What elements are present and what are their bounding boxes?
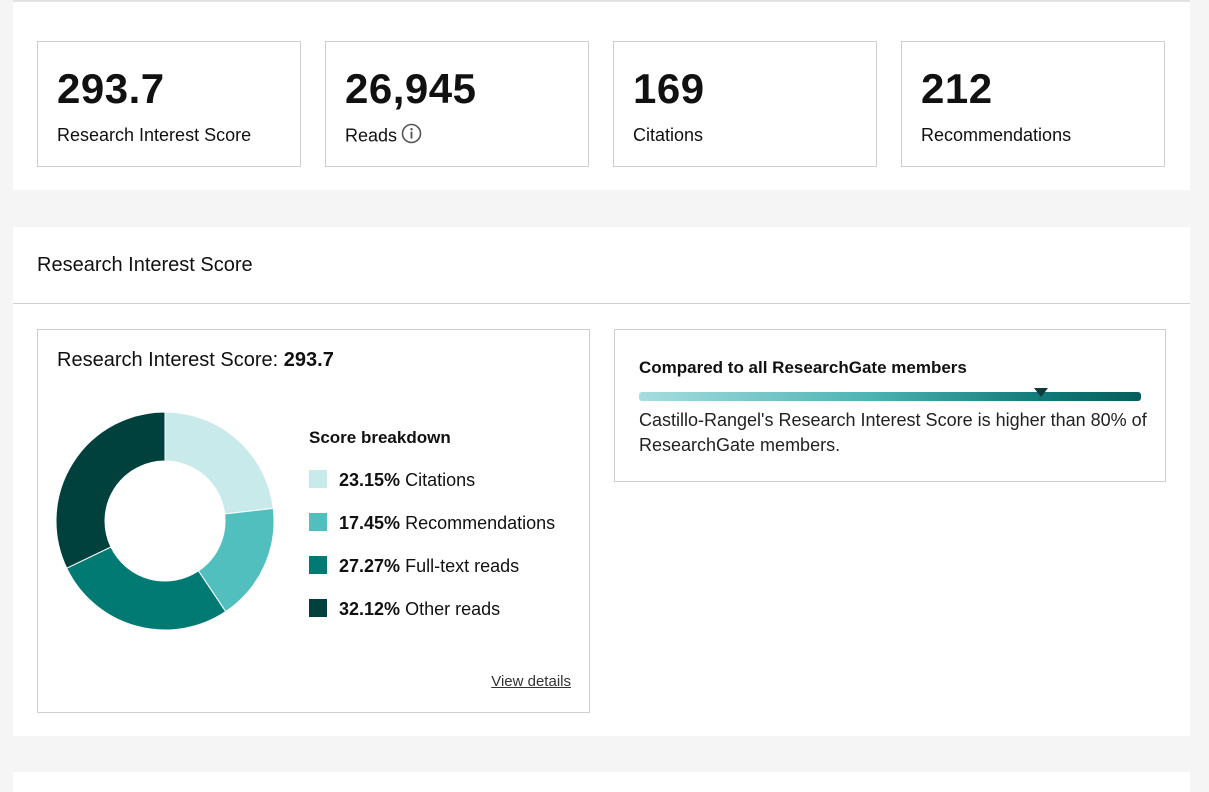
legend-label: Recommendations bbox=[405, 513, 556, 533]
legend-swatch bbox=[309, 599, 327, 617]
stat-card-research-interest: 293.7 Research Interest Score bbox=[37, 41, 301, 167]
donut-chart bbox=[56, 412, 274, 630]
divider bbox=[13, 303, 1190, 304]
legend-label: Citations bbox=[405, 470, 476, 490]
stat-label: Citations bbox=[633, 125, 704, 145]
stat-value: 169 bbox=[633, 65, 705, 112]
legend-label: Full-text reads bbox=[405, 556, 520, 576]
stat-card-recommendations: 212 Recommendations bbox=[901, 41, 1165, 167]
section-title: Research Interest Score bbox=[37, 254, 253, 276]
stat-label: Reads bbox=[345, 125, 398, 146]
percentile-bar bbox=[639, 388, 1141, 401]
legend-text: 17.45% Recommendations bbox=[339, 513, 555, 533]
breakdown-heading: Research Interest Score: 293.7 bbox=[57, 350, 334, 370]
legend-text: 32.12% Other reads bbox=[339, 599, 500, 619]
legend-swatch bbox=[309, 556, 327, 574]
stat-label-wrap: Reads bbox=[345, 123, 422, 147]
stat-value: 26,945 bbox=[345, 65, 477, 112]
legend-text: 23.15% Citations bbox=[339, 470, 475, 490]
legend-text: 27.27% Full-text reads bbox=[339, 556, 519, 576]
stats-panel: 293.7 Research Interest Score 26,945 Rea… bbox=[13, 0, 1190, 190]
breakdown-value: 293.7 bbox=[283, 349, 334, 371]
stat-label: Recommendations bbox=[921, 125, 1072, 145]
info-circle-icon[interactable] bbox=[401, 123, 422, 147]
legend-percent: 17.45% bbox=[339, 513, 401, 533]
donut-slice-full-text-reads bbox=[66, 546, 227, 630]
legend-percent: 23.15% bbox=[339, 470, 401, 490]
next-panel bbox=[13, 772, 1190, 792]
stat-value: 293.7 bbox=[57, 65, 165, 112]
donut-slice-other-reads bbox=[56, 412, 166, 569]
legend-label: Other reads bbox=[405, 599, 501, 619]
stat-label: Research Interest Score bbox=[57, 125, 252, 145]
legend-percent: 32.12% bbox=[339, 599, 401, 619]
comparison-text: Castillo-Rangel's Research Interest Scor… bbox=[639, 410, 1147, 455]
percentile-marker-icon bbox=[1033, 388, 1048, 397]
stat-card-reads: 26,945 Reads bbox=[325, 41, 589, 167]
donut-slice-citations bbox=[164, 412, 274, 515]
stat-card-citations: 169 Citations bbox=[613, 41, 877, 167]
comparison-card: Compared to all ResearchGate members Cas… bbox=[614, 329, 1166, 482]
legend-swatch bbox=[309, 513, 327, 531]
view-details-link[interactable]: View details bbox=[491, 673, 571, 690]
score-breakdown-card: Research Interest Score: 293.7 Score bre… bbox=[37, 329, 590, 713]
legend-percent: 27.27% bbox=[339, 556, 401, 576]
research-interest-panel: Research Interest Score Research Interes… bbox=[13, 227, 1190, 736]
breakdown-label: Research Interest Score: bbox=[57, 349, 284, 371]
stat-value: 212 bbox=[921, 65, 993, 112]
comparison-title: Compared to all ResearchGate members bbox=[639, 358, 967, 377]
legend-swatch bbox=[309, 470, 327, 488]
legend-title: Score breakdown bbox=[309, 428, 451, 447]
